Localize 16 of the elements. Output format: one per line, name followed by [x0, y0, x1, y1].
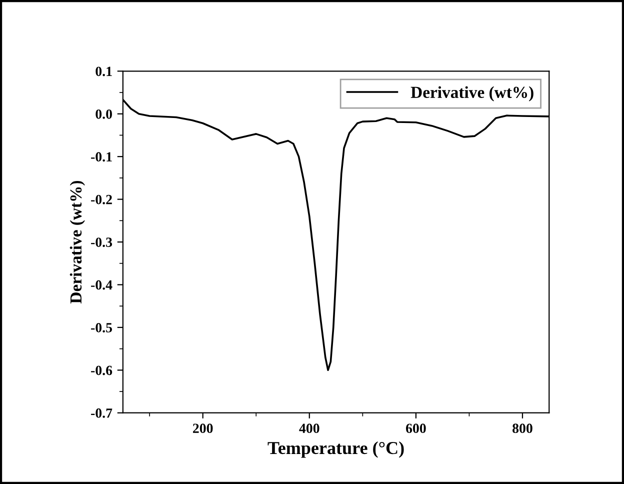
- x-axis-title: Temperature (°C): [268, 441, 404, 458]
- y-tick-label: -0.2: [91, 194, 112, 204]
- legend-label: Derivative (wt%): [410, 86, 534, 102]
- y-tick-label: -0.7: [91, 408, 112, 418]
- x-tick-label: 600: [406, 424, 426, 434]
- y-axis-title: Derivative (wt%): [70, 180, 85, 304]
- x-tick-label: 200: [193, 424, 213, 434]
- y-tick-label: -0.5: [91, 323, 112, 332]
- y-tick-label: -0.4: [91, 280, 112, 290]
- y-tick-label: 0.1: [96, 66, 112, 76]
- y-tick-label: -0.3: [91, 238, 112, 248]
- y-tick-label: -0.6: [91, 366, 112, 376]
- x-tick-label: 800: [512, 424, 532, 434]
- y-tick-label: -0.1: [91, 152, 112, 162]
- y-tick-label: 0.0: [96, 109, 112, 119]
- x-tick-label: 400: [299, 424, 320, 434]
